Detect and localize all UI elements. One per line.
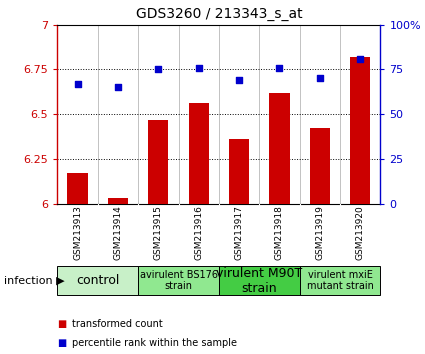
Bar bbox=[189, 103, 209, 204]
Text: infection ▶: infection ▶ bbox=[4, 275, 65, 286]
Bar bbox=[310, 129, 330, 204]
Point bbox=[74, 81, 81, 87]
Point bbox=[276, 65, 283, 70]
Point bbox=[114, 85, 122, 90]
Text: GSM213915: GSM213915 bbox=[154, 205, 163, 260]
Text: GSM213920: GSM213920 bbox=[356, 205, 365, 260]
Text: control: control bbox=[76, 274, 119, 287]
Point bbox=[195, 65, 202, 70]
Text: ■: ■ bbox=[57, 338, 67, 348]
Bar bbox=[68, 173, 88, 204]
Bar bbox=[229, 139, 249, 204]
Text: GSM213917: GSM213917 bbox=[235, 205, 244, 260]
Text: GSM213914: GSM213914 bbox=[113, 205, 122, 260]
Text: virulent mxiE
mutant strain: virulent mxiE mutant strain bbox=[306, 270, 374, 291]
Bar bbox=[138, 266, 219, 295]
Title: GDS3260 / 213343_s_at: GDS3260 / 213343_s_at bbox=[136, 7, 302, 21]
Text: transformed count: transformed count bbox=[72, 319, 163, 329]
Text: GSM213916: GSM213916 bbox=[194, 205, 203, 260]
Text: GSM213919: GSM213919 bbox=[315, 205, 324, 260]
Point bbox=[316, 75, 323, 81]
Bar bbox=[57, 266, 138, 295]
Point bbox=[155, 67, 162, 72]
Text: ■: ■ bbox=[57, 319, 67, 329]
Bar bbox=[350, 57, 370, 204]
Point bbox=[235, 78, 242, 83]
Bar bbox=[108, 198, 128, 204]
Bar bbox=[269, 93, 289, 204]
Point bbox=[357, 56, 363, 62]
Text: GSM213918: GSM213918 bbox=[275, 205, 284, 260]
Text: percentile rank within the sample: percentile rank within the sample bbox=[72, 338, 237, 348]
Text: GSM213913: GSM213913 bbox=[73, 205, 82, 260]
Text: avirulent BS176
strain: avirulent BS176 strain bbox=[139, 270, 218, 291]
Text: virulent M90T
strain: virulent M90T strain bbox=[216, 267, 302, 295]
Bar bbox=[300, 266, 380, 295]
Bar bbox=[219, 266, 300, 295]
Bar bbox=[148, 120, 168, 204]
